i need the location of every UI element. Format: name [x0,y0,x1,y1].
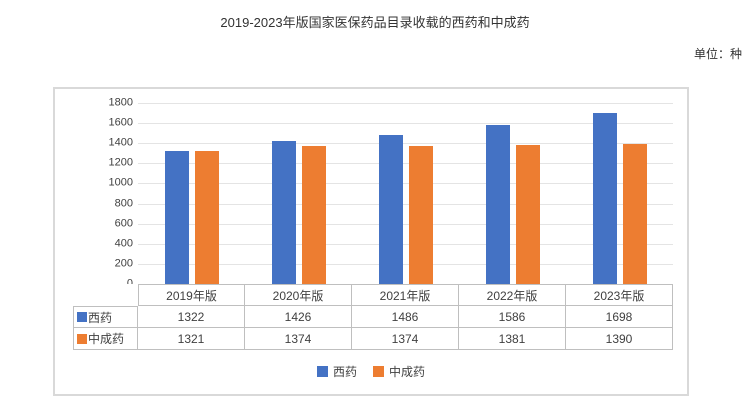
y-tick-label: 400 [114,237,133,250]
bar-中成药 [515,145,540,284]
bar-中成药 [408,145,433,284]
y-axis: 0 200 400 600 800 1000 1200 1400 1600 1800 [55,97,133,289]
chart-legend: 西药 中成药 [55,363,687,380]
gridline [138,103,673,104]
gridline [138,163,673,165]
bar-group [245,103,352,284]
plot-area [138,103,673,285]
series-key-icon [77,312,87,322]
y-tick-label: 1400 [108,136,133,149]
unit-label: 单位：种 [693,47,742,61]
y-tick-label: 200 [114,257,133,270]
gridline [138,203,673,205]
bar-西药 [378,134,403,284]
bar-group [138,103,245,284]
bar-西药 [592,113,617,284]
table-header-cell: 2019年版 [138,284,245,306]
y-tick-label: 600 [114,217,133,230]
bar-中成药 [301,145,326,284]
table-header-cell: 2020年版 [245,284,352,306]
bar-group [352,103,459,284]
bar-中成药 [622,144,647,284]
table-value-cell: 1586 [459,306,566,328]
table-header-cell: 2023年版 [566,284,673,306]
bar-中成药 [194,151,219,284]
series-name-label: 中成药 [88,332,125,346]
table-value-cell: 1322 [138,306,245,328]
gridline [138,243,673,245]
table-value-cell: 1374 [352,328,459,350]
legend-item: 中成药 [373,363,425,380]
table-header-cell: 2022年版 [459,284,566,306]
gridline [138,143,673,145]
y-tick-label: 0 [127,278,133,290]
bar-group [459,103,566,284]
y-tick-label: 800 [114,197,133,210]
table-value-cell: 1486 [352,306,459,328]
gridline [138,123,673,125]
table-value-cell: 1374 [245,328,352,350]
legend-item: 西药 [316,363,357,380]
y-tick-label: 1000 [108,176,133,189]
table-row-label: 西药 [73,306,138,328]
y-tick-label: 1600 [108,116,133,129]
table-value-cell: 1426 [245,306,352,328]
bar-西药 [271,140,296,284]
gridline [138,183,673,185]
table-header-cell: 2021年版 [352,284,459,306]
gridline [138,223,673,225]
data-table: 2019年版 2020年版 2021年版 2022年版 2023年版西药 1322 1426… [73,284,673,350]
table-value-cell: 1390 [566,328,673,350]
table-row-label: 中成药 [73,328,138,350]
bar-group [566,103,673,284]
table-corner-cell [73,284,138,306]
series-key-icon [77,333,87,344]
table-value-cell: 1321 [138,328,245,350]
legend-swatch-icon [316,366,328,377]
table-value-cell: 1698 [566,306,673,328]
y-tick-label: 1200 [108,156,133,169]
legend-label: 中成药 [389,365,426,379]
bar-西药 [164,151,189,284]
bar-西药 [485,124,510,284]
chart-title: 2019-2023年版国家医保药品目录收载的西药和中成药 [220,15,530,30]
legend-swatch-icon [373,366,384,377]
series-name-label: 西药 [88,310,113,325]
y-tick-label: 1800 [108,96,133,109]
gridline [138,263,673,265]
legend-label: 西药 [332,365,357,379]
table-value-cell: 1381 [459,328,566,350]
chart-frame: 0 200 400 600 800 1000 1200 1400 1600 1800 2019年版… [53,87,689,396]
